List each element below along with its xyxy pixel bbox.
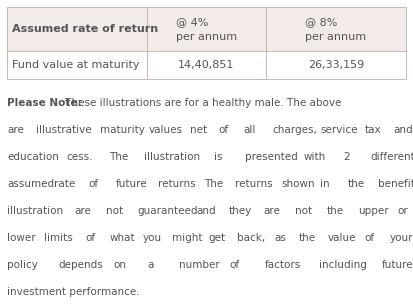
Text: the: the — [299, 233, 316, 243]
Text: cess.: cess. — [66, 152, 93, 162]
Text: @ 8%
per annum: @ 8% per annum — [305, 17, 367, 42]
Bar — [7, 7, 406, 79]
Text: rate: rate — [54, 179, 75, 189]
Text: future: future — [382, 260, 413, 270]
Text: returns: returns — [235, 179, 273, 189]
Text: with: with — [304, 152, 326, 162]
Text: value: value — [328, 233, 356, 243]
Text: what: what — [110, 233, 135, 243]
Text: might: might — [172, 233, 202, 243]
Text: assumed: assumed — [7, 179, 55, 189]
Text: are: are — [7, 125, 24, 135]
Text: back,: back, — [237, 233, 266, 243]
Text: 26,33,159: 26,33,159 — [308, 60, 364, 70]
Text: depends: depends — [58, 260, 103, 270]
Text: limits: limits — [44, 233, 73, 243]
Text: 2: 2 — [343, 152, 349, 162]
Text: These illustrations are for a healthy male. The above: These illustrations are for a healthy ma… — [62, 98, 342, 107]
Text: The: The — [204, 179, 224, 189]
Text: different: different — [370, 152, 413, 162]
Text: lower: lower — [7, 233, 36, 243]
Text: as: as — [274, 233, 286, 243]
Text: not: not — [106, 206, 123, 216]
Text: in: in — [320, 179, 330, 189]
Text: illustrative: illustrative — [36, 125, 92, 135]
Text: investment performance.: investment performance. — [7, 287, 140, 297]
Text: your: your — [390, 233, 413, 243]
Bar — [7, 51, 406, 79]
Bar — [7, 7, 406, 51]
Text: the: the — [347, 179, 364, 189]
Text: of: of — [89, 179, 99, 189]
Text: on: on — [113, 260, 126, 270]
Text: all: all — [243, 125, 256, 135]
Text: upper: upper — [358, 206, 389, 216]
Text: and: and — [197, 206, 216, 216]
Text: are: are — [263, 206, 280, 216]
Text: net: net — [190, 125, 207, 135]
Text: factors: factors — [265, 260, 301, 270]
Text: Fund value at maturity: Fund value at maturity — [12, 60, 140, 70]
Text: future: future — [115, 179, 147, 189]
Text: tax: tax — [365, 125, 382, 135]
Text: of: of — [230, 260, 240, 270]
Text: a: a — [148, 260, 154, 270]
Text: presented: presented — [245, 152, 298, 162]
Text: guaranteed: guaranteed — [138, 206, 198, 216]
Text: or: or — [398, 206, 408, 216]
Text: you: you — [143, 233, 162, 243]
Text: illustration: illustration — [7, 206, 64, 216]
Text: are: are — [74, 206, 91, 216]
Text: maturity: maturity — [100, 125, 145, 135]
Text: charges,: charges, — [272, 125, 317, 135]
Text: values: values — [149, 125, 183, 135]
Text: 14,40,851: 14,40,851 — [178, 60, 235, 70]
Text: the: the — [327, 206, 344, 216]
Text: Assumed rate of return: Assumed rate of return — [12, 24, 159, 34]
Text: service: service — [320, 125, 358, 135]
Text: number: number — [179, 260, 220, 270]
Text: including: including — [319, 260, 367, 270]
Text: illustration: illustration — [144, 152, 200, 162]
Text: education: education — [7, 152, 59, 162]
Text: Please Note:: Please Note: — [7, 98, 82, 107]
Text: @ 4%
per annum: @ 4% per annum — [176, 17, 237, 42]
Text: benefit: benefit — [378, 179, 413, 189]
Text: they: they — [228, 206, 252, 216]
Text: not: not — [295, 206, 312, 216]
Text: of: of — [365, 233, 375, 243]
Text: returns: returns — [158, 179, 196, 189]
Text: of: of — [85, 233, 95, 243]
Text: shown: shown — [282, 179, 316, 189]
Text: is: is — [214, 152, 223, 162]
Text: of: of — [218, 125, 228, 135]
Text: get: get — [209, 233, 225, 243]
Text: and: and — [394, 125, 413, 135]
Text: policy: policy — [7, 260, 38, 270]
Text: The: The — [109, 152, 128, 162]
